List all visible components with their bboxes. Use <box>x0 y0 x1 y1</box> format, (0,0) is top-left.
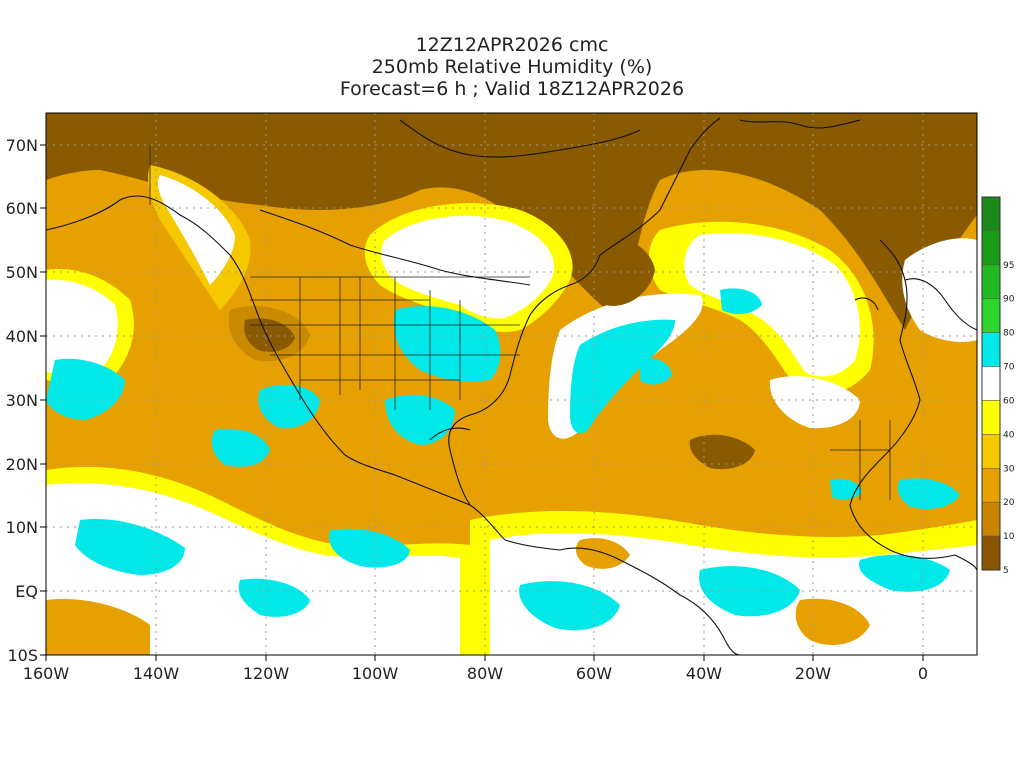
lat-label-70n: 70N <box>6 136 38 155</box>
title-line-1: 12Z12APR2026 cmc <box>415 34 609 56</box>
colorbar-label: 20 <box>1003 498 1015 508</box>
lat-label-50n: 50N <box>6 263 38 282</box>
plot-frame <box>45 112 978 656</box>
colorbar-swatch <box>981 434 1001 469</box>
lat-label-10s: 10S <box>7 646 38 665</box>
colorbar-label: 10 <box>1003 532 1015 542</box>
lon-label-120w: 120W <box>243 664 290 683</box>
colorbar-label: 30 <box>1003 464 1015 474</box>
latitude-axis: 70N 60N 50N 40N 30N 20N 10N EQ 10S <box>6 136 46 665</box>
lon-label-160w: 160W <box>23 664 70 683</box>
longitude-axis: 160W 140W 120W 100W 80W 60W 40W 20W 0 <box>23 655 928 683</box>
colorbar-label: 80 <box>1003 329 1015 339</box>
colorbar-legend: 95 90 80 70 60 40 30 20 10 5 <box>981 196 1015 576</box>
colorbar-swatch <box>981 468 1001 503</box>
graticule <box>46 113 977 655</box>
lon-label-0: 0 <box>918 664 928 683</box>
title-line-2: 250mb Relative Humidity (%) <box>371 56 653 78</box>
colorbar-swatch <box>981 264 1001 299</box>
colorbar-swatch <box>981 400 1001 435</box>
lat-label-10n: 10N <box>6 518 38 537</box>
title-line-3: Forecast=6 h ; Valid 18Z12APR2026 <box>339 78 685 100</box>
colorbar-swatch <box>981 535 1001 571</box>
lat-label-eq: EQ <box>15 582 38 601</box>
lon-label-20w: 20W <box>795 664 831 683</box>
colorbar-label: 95 <box>1003 261 1014 271</box>
colorbar-frame <box>981 196 1001 571</box>
colorbar-label: 90 <box>1003 295 1015 305</box>
colorbar-label: 40 <box>1003 430 1015 440</box>
lon-label-80w: 80W <box>467 664 503 683</box>
colorbar-swatch <box>981 230 1001 266</box>
colorbar-swatch <box>981 366 1001 401</box>
colorbar-swatch <box>981 196 1001 232</box>
lon-label-60w: 60W <box>576 664 612 683</box>
lat-label-30n: 30N <box>6 391 38 410</box>
colorbar-swatch <box>981 501 1001 537</box>
colorbar-label: 70 <box>1003 363 1015 373</box>
lat-label-60n: 60N <box>6 199 38 218</box>
political-borders <box>149 145 891 500</box>
colorbar-label: 60 <box>1003 396 1015 406</box>
lon-label-140w: 140W <box>133 664 180 683</box>
lat-label-20n: 20N <box>6 455 38 474</box>
colorbar-swatch <box>981 332 1001 367</box>
humidity-field <box>46 113 977 655</box>
lon-label-40w: 40W <box>686 664 722 683</box>
colorbar-label: 5 <box>1003 566 1009 576</box>
coastlines <box>46 117 977 655</box>
lat-label-40n: 40N <box>6 327 38 346</box>
lon-label-100w: 100W <box>352 664 399 683</box>
colorbar-swatch <box>981 298 1001 333</box>
